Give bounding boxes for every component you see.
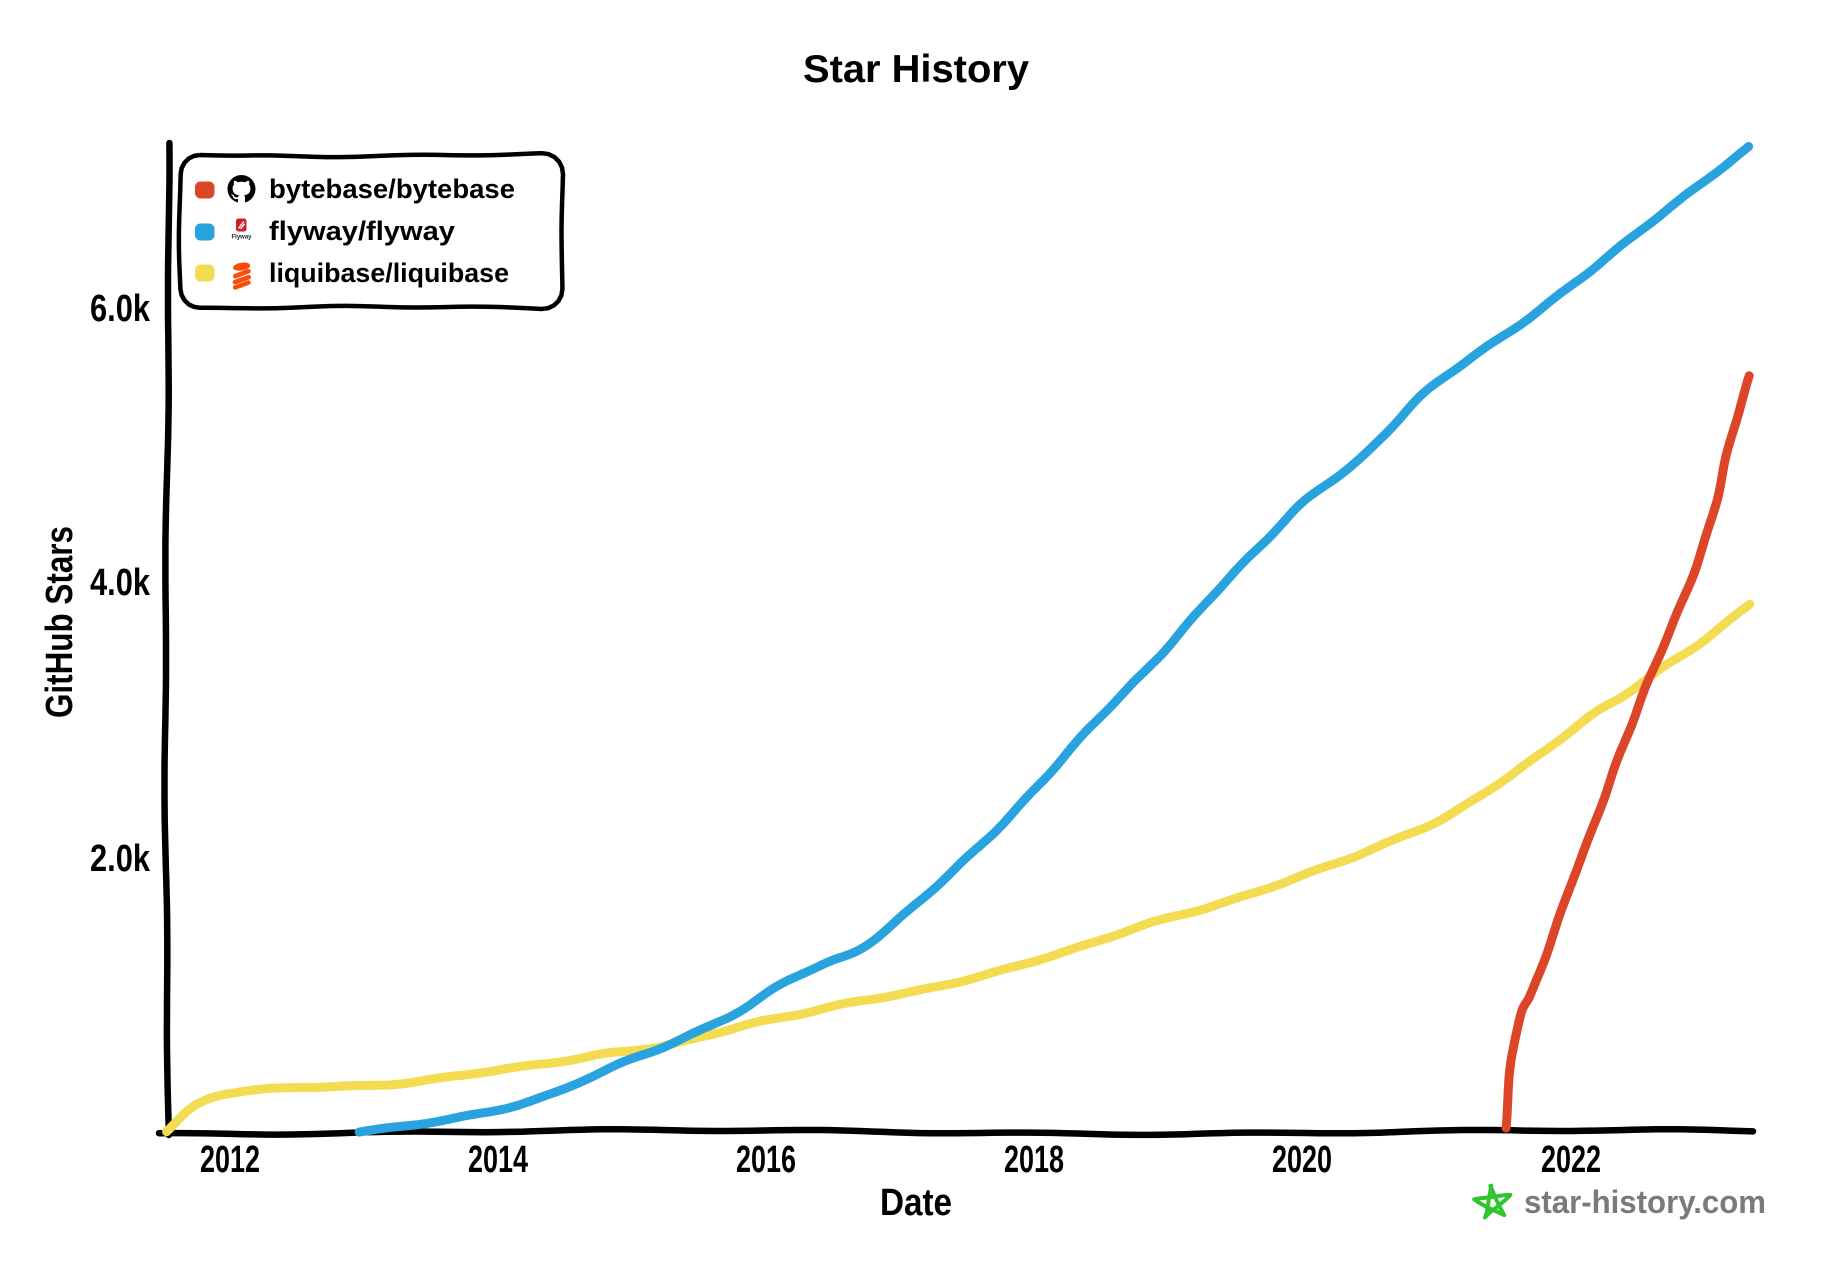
svg-text:flyway/flyway: flyway/flyway <box>269 216 455 246</box>
svg-text:GitHub Stars: GitHub Stars <box>39 526 81 718</box>
svg-text:2018: 2018 <box>1004 1139 1064 1181</box>
svg-text:2012: 2012 <box>200 1139 260 1181</box>
svg-text:Flyway: Flyway <box>232 234 252 241</box>
svg-text:2.0k: 2.0k <box>90 838 151 880</box>
svg-text:2016: 2016 <box>736 1139 796 1181</box>
svg-text:2020: 2020 <box>1272 1139 1332 1181</box>
svg-text:liquibase/liquibase: liquibase/liquibase <box>269 258 509 288</box>
svg-text:4.0k: 4.0k <box>90 562 151 604</box>
svg-text:star-history.com: star-history.com <box>1524 1184 1766 1220</box>
svg-text:2022: 2022 <box>1541 1139 1601 1181</box>
svg-text:Date: Date <box>880 1182 952 1224</box>
svg-text:2014: 2014 <box>468 1139 528 1181</box>
svg-text:6.0k: 6.0k <box>90 288 151 330</box>
svg-text:bytebase/bytebase: bytebase/bytebase <box>269 174 515 204</box>
svg-text:Star History: Star History <box>803 48 1029 91</box>
